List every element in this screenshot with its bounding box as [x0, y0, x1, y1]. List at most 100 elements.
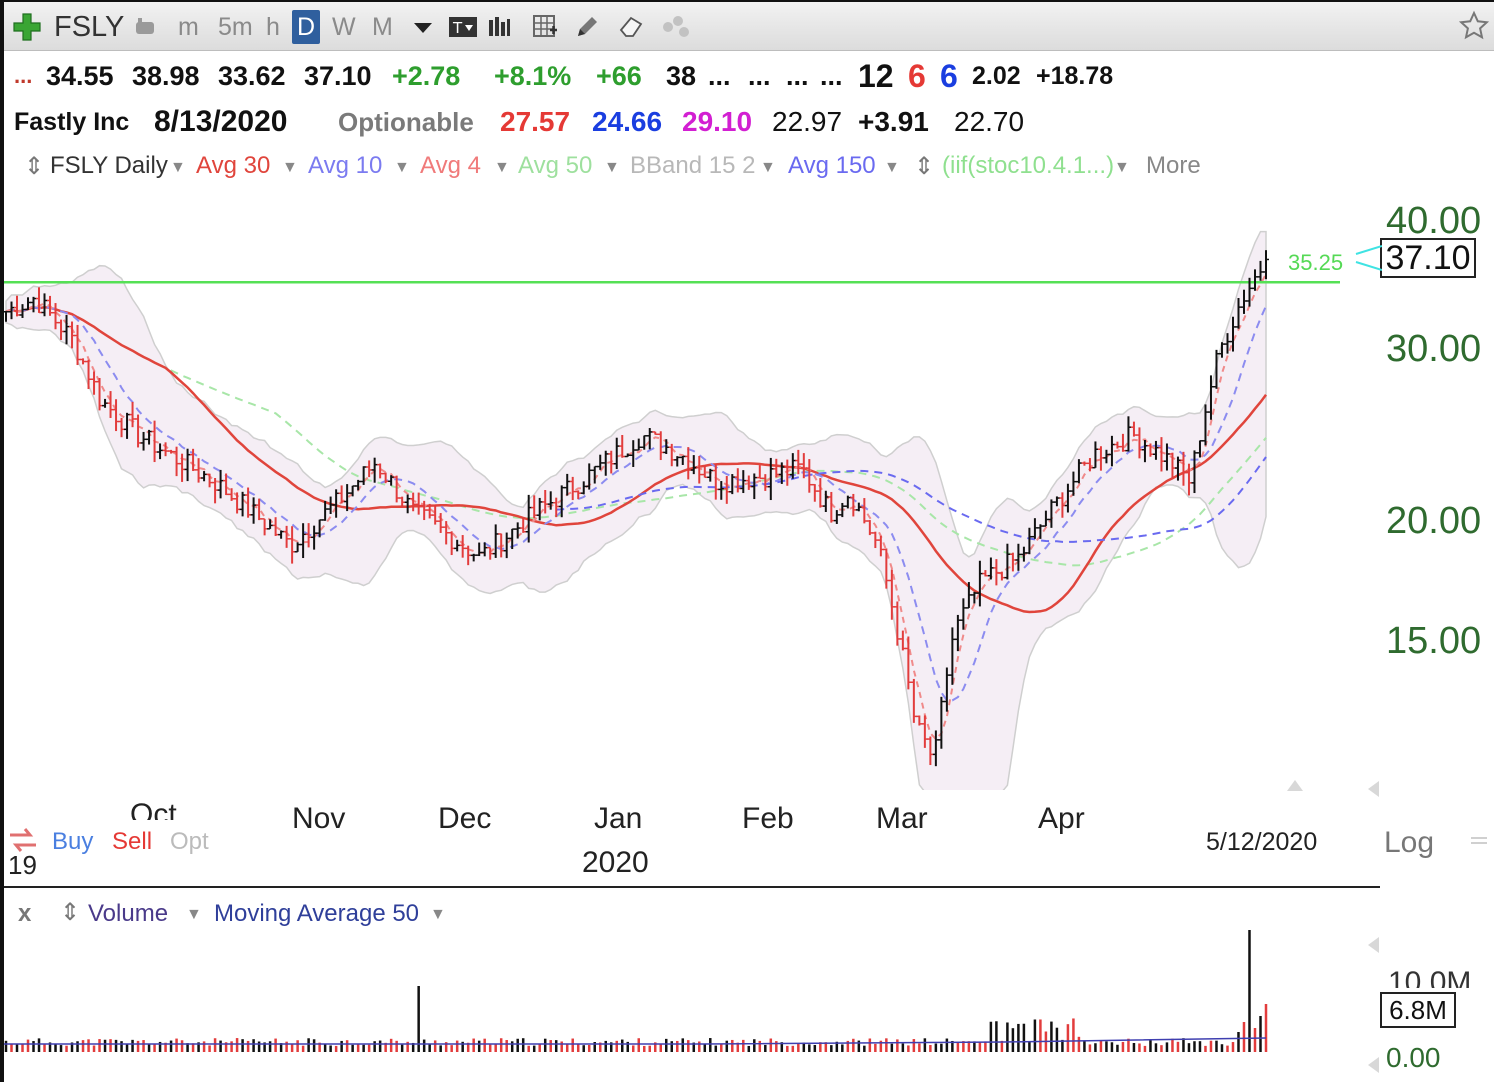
month-nov: Nov — [292, 802, 346, 835]
study-avg50[interactable]: Avg 50 — [518, 152, 593, 179]
add-symbol-plus-icon[interactable] — [12, 12, 42, 42]
study-avg150-dropdown-icon[interactable]: ▼ — [884, 159, 900, 176]
company-name: Fastly Inc — [14, 108, 130, 136]
price-tick-40: 40.00 — [1386, 200, 1482, 242]
period-dropdown-icon[interactable] — [410, 14, 436, 40]
hand-icon[interactable] — [132, 14, 158, 40]
period-month[interactable]: M — [372, 13, 393, 41]
study-avg30[interactable]: Avg 30 — [196, 152, 271, 179]
volume-move-handle-icon[interactable]: ⇕ — [60, 899, 81, 926]
quote-close: 37.10 — [304, 61, 372, 91]
study-bband[interactable]: BBand 15 2 — [630, 152, 756, 179]
quote-p5: +3.91 — [858, 106, 929, 137]
volume-current-box: 6.8M — [1380, 992, 1456, 1028]
study-indicator[interactable]: (iif(stoc10.4.1...) — [942, 152, 1115, 179]
pencil-icon[interactable] — [574, 14, 600, 40]
price-tick-15: 15.00 — [1386, 620, 1482, 662]
current-price-box: 37.10 — [1380, 238, 1476, 278]
study-avg4[interactable]: Avg 4 — [420, 152, 481, 179]
opt-button[interactable]: Opt — [170, 828, 209, 855]
volume-tick-top: 10.0M — [1388, 966, 1472, 988]
quote-n2: 6 — [908, 58, 926, 94]
buy-button[interactable]: Buy — [52, 828, 94, 855]
avg50-line — [5, 306, 1267, 567]
trade-arrows-icon[interactable] — [8, 826, 38, 854]
quote-rs: 38 — [666, 61, 697, 91]
eraser-icon[interactable] — [618, 14, 644, 40]
quote-n3: 6 — [940, 58, 958, 94]
symbol-label[interactable]: FSLY — [54, 11, 125, 43]
calculator-icon[interactable] — [532, 14, 558, 40]
period-5m[interactable]: 5m — [218, 13, 253, 41]
avg30-line — [5, 305, 1267, 614]
quote-high: 38.98 — [132, 61, 200, 91]
month-mar: Mar — [876, 802, 928, 835]
quote-date: 8/13/2020 — [154, 105, 288, 138]
study-avg10-dropdown-icon[interactable]: ▼ — [394, 159, 410, 176]
quote-dots-4: ... — [820, 61, 843, 91]
link-icon[interactable] — [660, 14, 692, 40]
bar-chart-icon[interactable] — [486, 14, 512, 40]
scroll-left-icon[interactable] — [1366, 780, 1380, 798]
move-handle-icon-2[interactable]: ⇕ — [914, 153, 935, 180]
volume-chart[interactable] — [4, 928, 1380, 1058]
scroll-up-icon[interactable] — [1286, 778, 1304, 792]
more-studies-button[interactable]: More — [1146, 152, 1201, 179]
quote-dots-3: ... — [786, 61, 809, 91]
volume-close-button[interactable]: x — [18, 900, 32, 927]
quote-dots-1: ... — [708, 61, 731, 91]
price-tick-30: 30.00 — [1386, 328, 1482, 370]
volume-ma-dropdown-icon[interactable]: ▼ — [430, 906, 446, 923]
study-indicator-dropdown-icon[interactable]: ▼ — [1114, 159, 1130, 176]
quote-line-2: Fastly Inc 8/13/2020 Optionable 27.57 24… — [14, 104, 1214, 140]
sell-button[interactable]: Sell — [112, 828, 153, 855]
price-chart[interactable] — [4, 190, 1380, 790]
study-main[interactable]: FSLY Daily — [50, 152, 168, 179]
optionable-label: Optionable — [338, 107, 474, 137]
star-icon[interactable] — [1458, 10, 1490, 42]
quote-low: 33.62 — [218, 61, 286, 91]
month-apr: Apr — [1038, 802, 1085, 835]
quote-p6: 22.70 — [954, 106, 1025, 137]
quote-change-pct: +8.1% — [494, 61, 572, 91]
period-m[interactable]: m — [178, 13, 199, 41]
panel-menu-icon[interactable] — [1470, 836, 1488, 846]
volume-title[interactable]: Volume — [88, 900, 169, 927]
panel-separator — [4, 886, 1380, 888]
period-w[interactable]: W — [332, 13, 356, 41]
study-avg150[interactable]: Avg 150 — [788, 152, 876, 179]
quote-p1: 27.57 — [500, 106, 571, 137]
hline-label: 35.25 — [1288, 250, 1344, 275]
quote-line-1: ... 34.55 38.98 33.62 37.10 +2.78 +8.1% … — [14, 58, 1214, 94]
study-avg30-dropdown-icon[interactable]: ▼ — [282, 159, 298, 176]
quote-change: +2.78 — [392, 61, 461, 91]
quote-v2: +18.78 — [1036, 62, 1114, 90]
year-label: 2020 — [582, 846, 649, 879]
volume-dropdown-icon[interactable]: ▼ — [186, 906, 202, 923]
month-jan: Jan — [594, 802, 643, 835]
text-icon[interactable]: T — [448, 14, 478, 40]
month-dec: Dec — [438, 802, 492, 835]
avg4-line — [5, 273, 1267, 741]
study-avg10[interactable]: Avg 10 — [308, 152, 383, 179]
year-partial: 19 — [8, 850, 37, 880]
volume-ma-label[interactable]: Moving Average 50 — [214, 900, 420, 927]
volume-scroll-icon[interactable] — [1366, 936, 1380, 954]
volume-scroll-icon-2[interactable] — [1366, 1056, 1380, 1074]
period-d[interactable]: D — [292, 10, 320, 44]
quote-dots-2: ... — [748, 61, 771, 91]
price-pointer-icon — [1355, 245, 1382, 271]
volume-tick-zero: 0.00 — [1386, 1042, 1441, 1073]
log-scale-toggle[interactable]: Log — [1384, 826, 1435, 859]
price-tick-20: 20.00 — [1386, 500, 1482, 542]
quote-prefix: ... — [14, 63, 33, 88]
quote-v1: 2.02 — [972, 62, 1021, 90]
study-main-dropdown-icon[interactable]: ▼ — [170, 159, 186, 176]
study-avg50-dropdown-icon[interactable]: ▼ — [604, 159, 620, 176]
quote-open: 34.55 — [46, 61, 114, 91]
period-h[interactable]: h — [266, 13, 280, 41]
move-handle-icon[interactable]: ⇕ — [24, 153, 45, 180]
study-bband-dropdown-icon[interactable]: ▼ — [760, 159, 776, 176]
study-avg4-dropdown-icon[interactable]: ▼ — [494, 159, 510, 176]
